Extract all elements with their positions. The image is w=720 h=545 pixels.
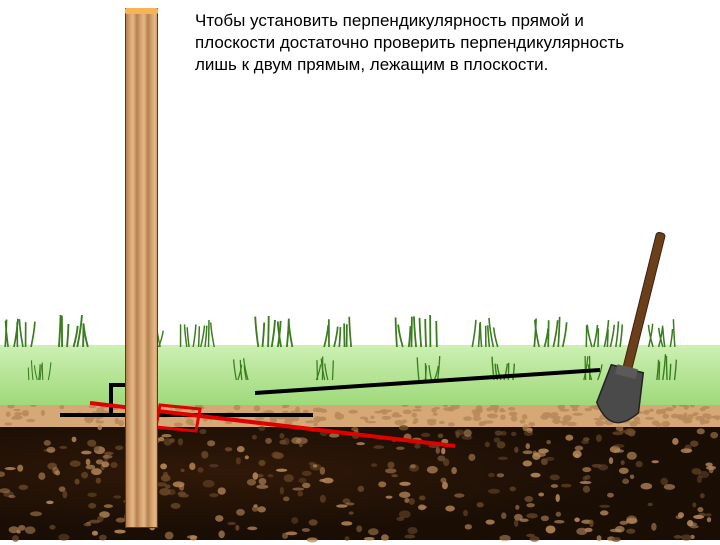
caption-text: Чтобы установить перпендикулярность прям… <box>195 10 645 76</box>
scene-root: Чтобы установить перпендикулярность прям… <box>0 0 720 540</box>
shovel <box>596 230 668 442</box>
wooden-post <box>125 8 158 528</box>
